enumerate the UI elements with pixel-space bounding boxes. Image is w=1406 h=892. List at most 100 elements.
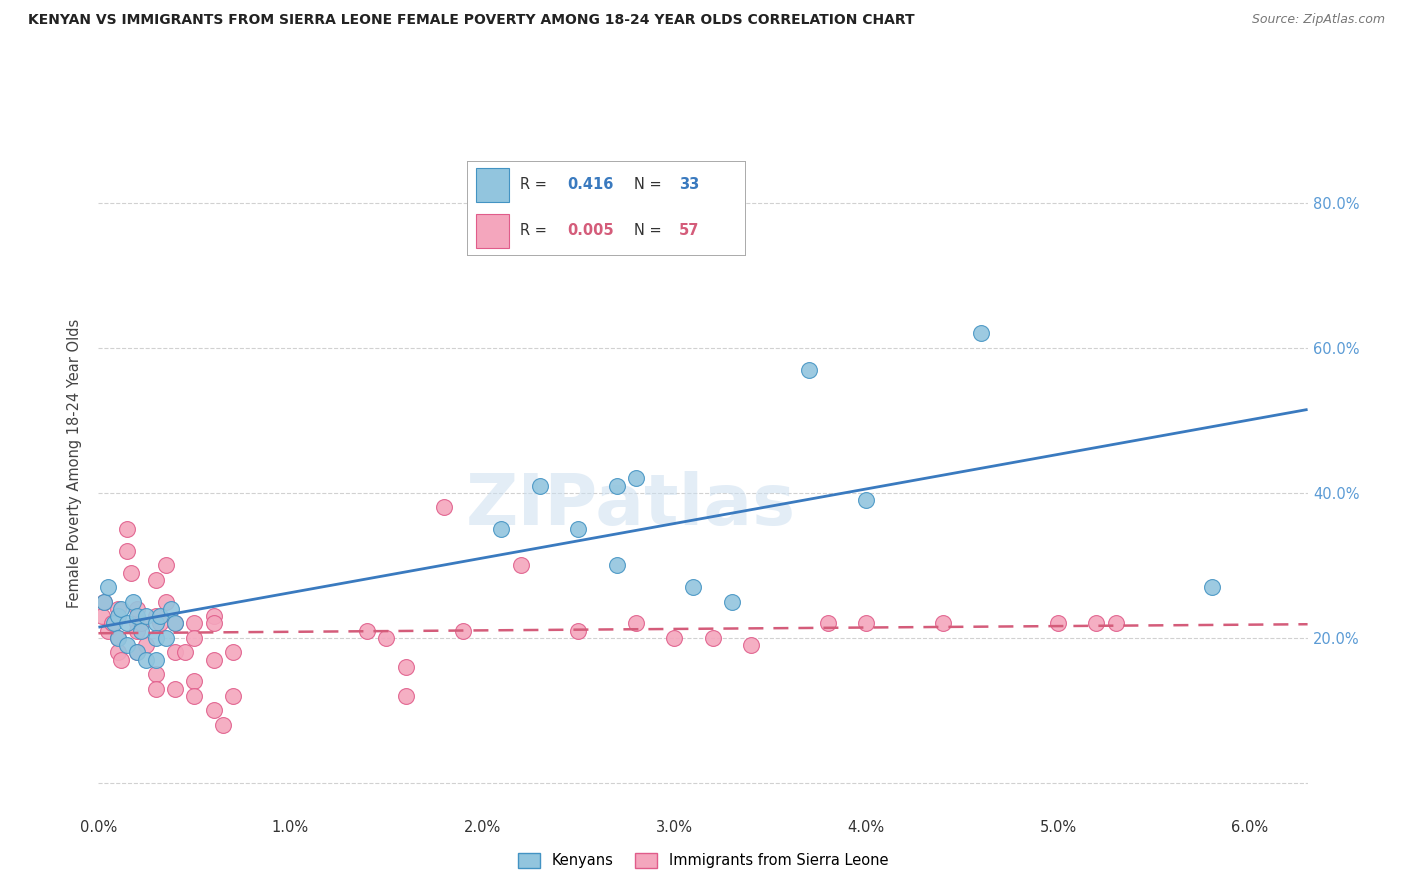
- Point: [529, 478, 551, 492]
- Point: [165, 616, 187, 631]
- Point: [115, 544, 138, 558]
- Point: [509, 558, 531, 573]
- Point: [202, 652, 225, 666]
- Point: [451, 624, 474, 638]
- Point: [149, 609, 172, 624]
- Point: [115, 522, 138, 536]
- Point: [135, 638, 157, 652]
- Point: [1201, 580, 1223, 594]
- Point: [740, 638, 762, 652]
- Point: [145, 609, 167, 624]
- Point: [606, 558, 628, 573]
- Point: [183, 674, 205, 689]
- Point: [1104, 616, 1126, 631]
- Point: [1085, 616, 1108, 631]
- Point: [356, 624, 378, 638]
- Point: [149, 616, 172, 631]
- Point: [155, 631, 177, 645]
- Bar: [475, 214, 509, 248]
- Point: [107, 602, 129, 616]
- Text: N =: N =: [634, 178, 662, 192]
- Point: [125, 602, 148, 616]
- Point: [103, 616, 125, 631]
- Y-axis label: Female Poverty Among 18-24 Year Olds: Female Poverty Among 18-24 Year Olds: [67, 319, 83, 608]
- Point: [165, 645, 187, 659]
- Point: [115, 638, 138, 652]
- Text: 0.005: 0.005: [568, 223, 614, 238]
- Point: [222, 689, 245, 703]
- Text: 33: 33: [679, 178, 699, 192]
- Point: [702, 631, 724, 645]
- Point: [394, 660, 416, 674]
- Point: [125, 609, 148, 624]
- Point: [183, 631, 205, 645]
- Point: [93, 594, 115, 608]
- Text: Source: ZipAtlas.com: Source: ZipAtlas.com: [1251, 13, 1385, 27]
- Legend: Kenyans, Immigrants from Sierra Leone: Kenyans, Immigrants from Sierra Leone: [512, 847, 894, 874]
- Point: [682, 580, 704, 594]
- Point: [567, 624, 589, 638]
- Point: [125, 645, 148, 659]
- Point: [125, 616, 148, 631]
- Point: [107, 631, 129, 645]
- Point: [120, 566, 142, 580]
- Point: [145, 681, 167, 696]
- Point: [125, 645, 148, 659]
- Point: [129, 616, 152, 631]
- Point: [160, 602, 183, 616]
- Point: [394, 689, 416, 703]
- Point: [183, 616, 205, 631]
- Point: [606, 478, 628, 492]
- Point: [720, 594, 742, 608]
- Point: [165, 616, 187, 631]
- Point: [202, 609, 225, 624]
- Text: ZIPatlas: ZIPatlas: [465, 471, 796, 540]
- Text: KENYAN VS IMMIGRANTS FROM SIERRA LEONE FEMALE POVERTY AMONG 18-24 YEAR OLDS CORR: KENYAN VS IMMIGRANTS FROM SIERRA LEONE F…: [28, 13, 915, 28]
- Point: [375, 631, 398, 645]
- Point: [222, 645, 245, 659]
- Point: [107, 631, 129, 645]
- Text: 57: 57: [679, 223, 699, 238]
- Point: [212, 717, 235, 731]
- Point: [664, 631, 686, 645]
- Point: [202, 616, 225, 631]
- Point: [202, 703, 225, 717]
- Point: [932, 616, 955, 631]
- Point: [433, 500, 456, 515]
- Point: [624, 471, 647, 485]
- Point: [135, 609, 157, 624]
- Text: N =: N =: [634, 223, 662, 238]
- Point: [155, 594, 177, 608]
- Text: R =: R =: [520, 178, 547, 192]
- Point: [797, 362, 820, 376]
- Point: [145, 616, 167, 631]
- Text: R =: R =: [520, 223, 547, 238]
- Point: [115, 616, 138, 631]
- Point: [173, 645, 195, 659]
- Point: [491, 522, 513, 536]
- Point: [93, 594, 115, 608]
- Point: [817, 616, 839, 631]
- Point: [155, 558, 177, 573]
- Point: [855, 493, 877, 508]
- Point: [101, 616, 124, 631]
- Point: [145, 667, 167, 681]
- Point: [624, 616, 647, 631]
- Point: [107, 645, 129, 659]
- Point: [165, 681, 187, 696]
- Point: [110, 652, 132, 666]
- Point: [97, 624, 120, 638]
- Point: [855, 616, 877, 631]
- Point: [183, 689, 205, 703]
- Point: [97, 580, 120, 594]
- Point: [145, 631, 167, 645]
- Point: [135, 652, 157, 666]
- Point: [1047, 616, 1070, 631]
- Point: [145, 652, 167, 666]
- Point: [129, 624, 152, 638]
- Point: [122, 594, 145, 608]
- Point: [145, 573, 167, 587]
- Point: [110, 602, 132, 616]
- Point: [125, 624, 148, 638]
- Point: [567, 522, 589, 536]
